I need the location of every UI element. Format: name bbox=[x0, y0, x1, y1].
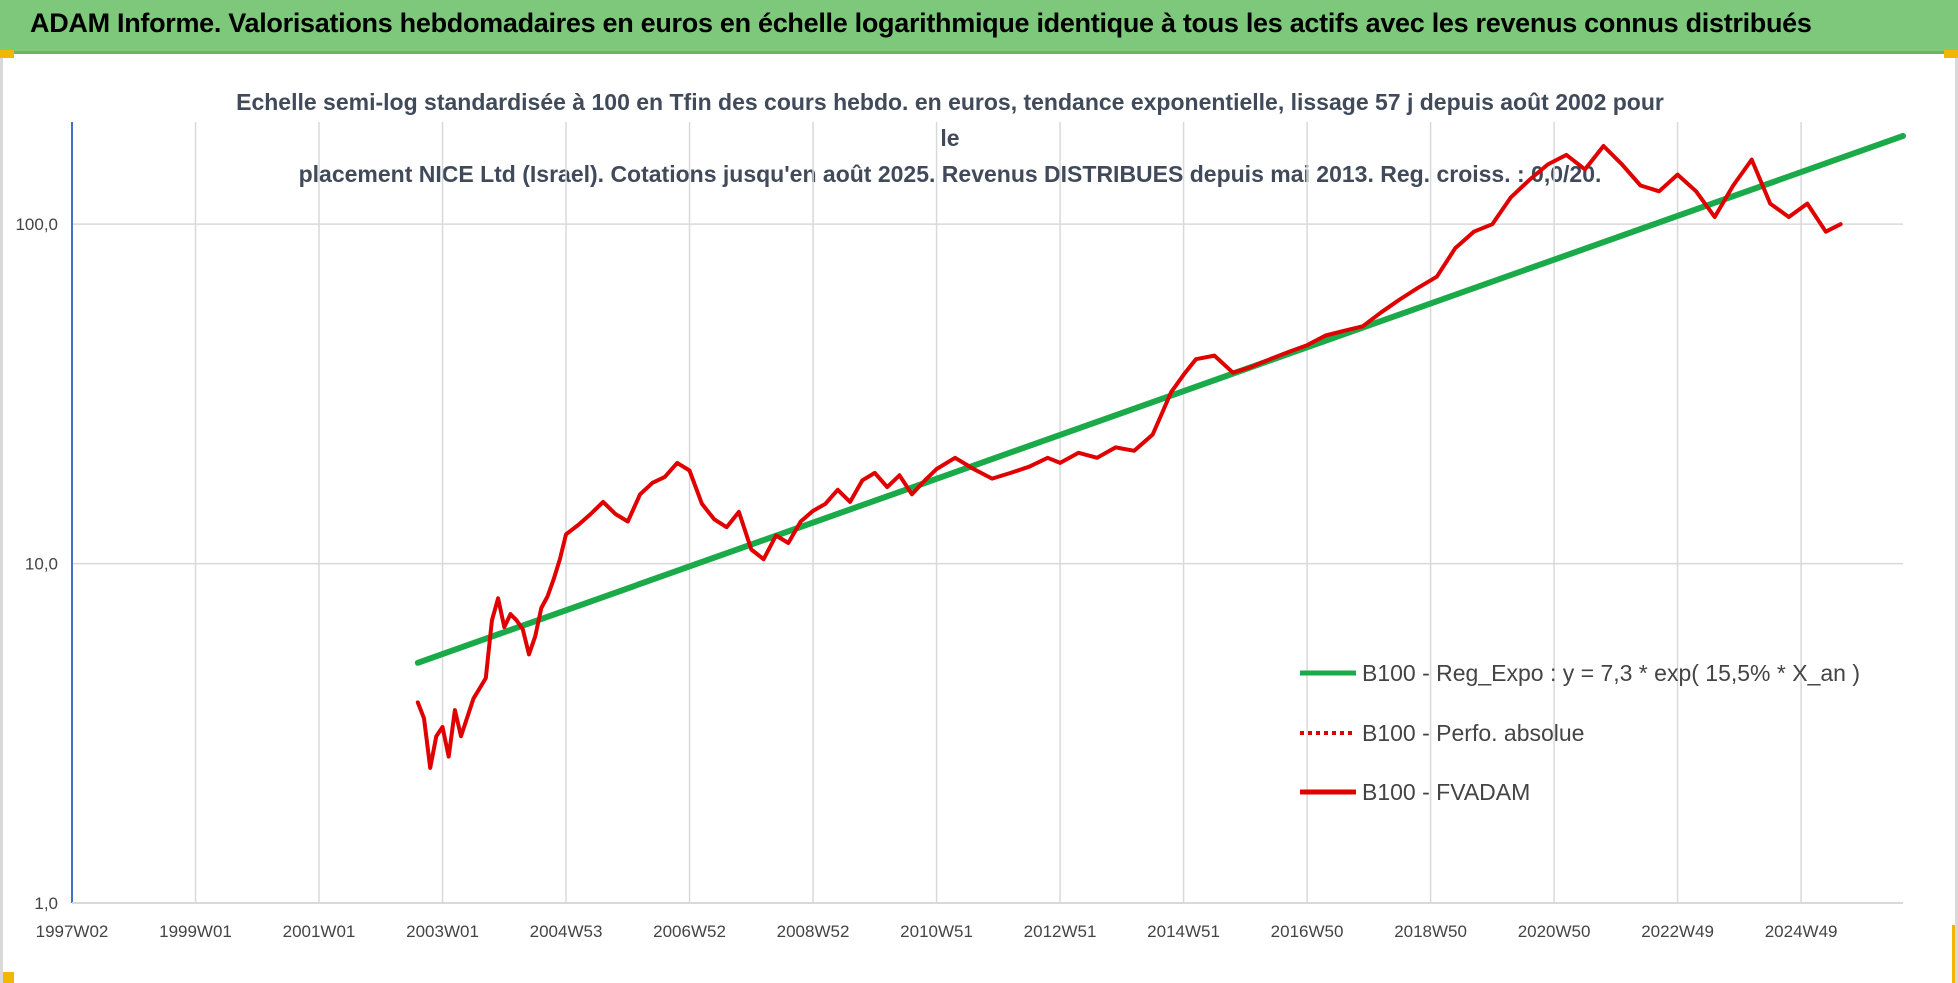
report-banner: ADAM Informe. Valorisations hebdomadaire… bbox=[0, 0, 1958, 54]
y-tick-label: 100,0 bbox=[15, 215, 58, 234]
report-title: ADAM Informe. Valorisations hebdomadaire… bbox=[30, 8, 1812, 38]
series-line-3 bbox=[415, 144, 1843, 770]
corner-marker-bottom-left bbox=[0, 972, 14, 983]
legend-label-3: B100 - FVADAM bbox=[1362, 779, 1530, 805]
x-tick-label: 2010W51 bbox=[900, 922, 973, 941]
x-tick-label: 2016W50 bbox=[1271, 922, 1344, 941]
chart-title-line-1: Echelle semi-log standardisée à 100 en T… bbox=[236, 89, 1664, 151]
y-tick-label: 10,0 bbox=[25, 555, 58, 574]
x-tick-label: 2006W52 bbox=[653, 922, 726, 941]
x-tick-labels: 1997W02 1999W01 2001W01 2003W01 2004W53 2006W… bbox=[36, 922, 1838, 941]
corner-marker-top-right bbox=[1944, 50, 1958, 58]
series-line-1 bbox=[414, 132, 1906, 666]
chart-title: Echelle semi-log standardisée à 100 en T… bbox=[230, 84, 1670, 192]
x-tick-label: 2020W50 bbox=[1518, 922, 1591, 941]
chart-frame bbox=[0, 58, 1958, 983]
y-tick-label: 1,0 bbox=[34, 894, 58, 913]
x-tick-label: 2008W52 bbox=[777, 922, 850, 941]
x-tick-label: 1997W02 bbox=[36, 922, 109, 941]
x-tick-label: 2004W53 bbox=[530, 922, 603, 941]
legend-label-2: B100 - Perfo. absolue bbox=[1362, 720, 1584, 746]
x-tick-label: 1999W01 bbox=[159, 922, 232, 941]
grid-lines bbox=[72, 122, 1903, 903]
y-tick-labels: 100,0 10,0 1,0 bbox=[15, 215, 58, 913]
x-tick-label: 2018W50 bbox=[1394, 922, 1467, 941]
x-tick-label: 2022W49 bbox=[1641, 922, 1714, 941]
series-lines bbox=[414, 132, 1906, 770]
legend-label-1: B100 - Reg_Expo : y = 7,3 * exp( 15,5% *… bbox=[1362, 660, 1860, 686]
axes bbox=[71, 122, 1903, 904]
chart-title-line-2: placement NICE Ltd (Israel). Cotations j… bbox=[298, 161, 1602, 187]
x-tick-label: 2012W51 bbox=[1024, 922, 1097, 941]
corner-marker-top-left bbox=[0, 50, 14, 58]
x-tick-label: 2014W51 bbox=[1147, 922, 1220, 941]
x-tick-label: 2003W01 bbox=[406, 922, 479, 941]
x-tick-label: 2024W49 bbox=[1765, 922, 1838, 941]
legend: B100 - Reg_Expo : y = 7,3 * exp( 15,5% *… bbox=[1300, 660, 1860, 805]
x-tick-label: 2001W01 bbox=[283, 922, 356, 941]
